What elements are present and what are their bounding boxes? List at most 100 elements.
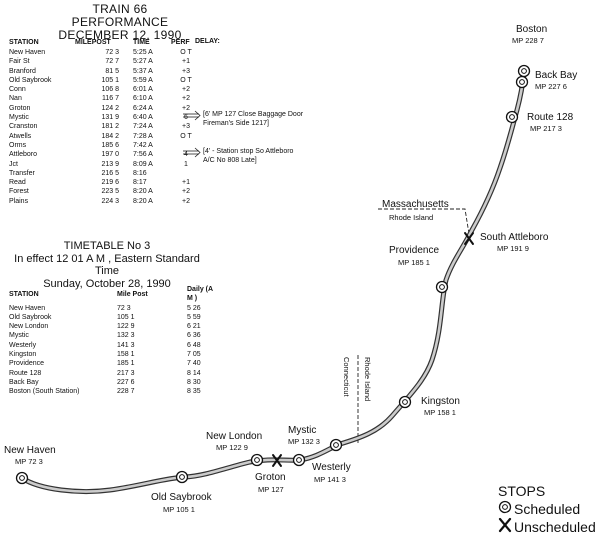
legend-unscheduled-icon (498, 517, 512, 533)
performance-cell-perf: O T (180, 49, 192, 56)
rail-line (19, 69, 527, 494)
label-new-haven: New Haven (4, 445, 56, 456)
performance-cell-mp: 219 6 (101, 179, 119, 187)
delay-note-mystic-line1: [6' MP 127 Close Baggage Door (203, 111, 304, 118)
timetable-header-row: STATION Mile Post Daily (A M ) (9, 285, 217, 304)
performance-cell-perf: +1 (182, 58, 190, 66)
timetable-row: Route 128 217 3 8 14 (9, 369, 217, 378)
timetable-cell-mp: 72 3 (117, 304, 131, 312)
timetable-row: Old Saybrook 105 1 5 59 (9, 313, 217, 322)
performance-header-row: STATION MILEPOST TIME PERF (9, 38, 201, 48)
performance-cell-station: Branford (9, 67, 36, 75)
timetable-cell-station: New Haven (9, 304, 46, 312)
header-delay: DELAY: (195, 38, 220, 45)
performance-cell-perf: O T (180, 76, 192, 84)
timetable-title-line1: TIMETABLE No 3 (63, 240, 151, 252)
performance-cell-perf: O T (180, 132, 192, 140)
performance-cell-mp: 106 8 (101, 86, 119, 94)
performance-cell-time: 6:10 A (133, 95, 153, 103)
timetable-cell-daily: 6 48 (187, 341, 201, 349)
performance-row: Nan 116 7 6:10 A +2 (9, 94, 201, 103)
performance-row: Forest 223 5 8:20 A +2 (9, 187, 201, 196)
tt-header-daily: Daily (A M ) (187, 286, 213, 303)
mp-new-london: MP 122 9 (216, 443, 248, 452)
performance-cell-station: Atwells (9, 132, 32, 140)
label-south-attleboro: South Attleboro (480, 232, 549, 243)
performance-cell-perf: +3 (182, 123, 190, 131)
performance-cell-mp: 213 9 (101, 160, 119, 168)
performance-cell-station: Forest (9, 188, 29, 196)
performance-cell-time: 7:42 A (133, 141, 153, 149)
performance-cell-mp: 124 2 (101, 104, 119, 112)
timetable-cell-daily: 7 40 (187, 360, 201, 368)
mp-kingston: MP 158 1 (424, 408, 456, 417)
performance-cell-mp: 105 1 (101, 76, 119, 84)
performance-cell-station: Groton (9, 104, 31, 112)
timetable-row: Kingston 158 1 7 05 (9, 350, 217, 359)
header-time: TIME (133, 39, 150, 47)
performance-cell-time: 8:17 (133, 179, 147, 187)
mp-old-saybrook: MP 105 1 (163, 505, 195, 514)
stop-boston (517, 64, 531, 78)
border-label-rhode-island: Rhode Island (389, 213, 434, 222)
stop-new-haven (15, 471, 29, 485)
timetable-cell-mp: 122 9 (117, 323, 135, 331)
border-label-connecticut: Connecticut (342, 357, 351, 397)
legend-title: STOPS (498, 483, 546, 499)
timetable-cell-mp: 141 3 (117, 341, 135, 349)
performance-cell-station: Cranston (9, 123, 38, 131)
legend-unscheduled-label: Unscheduled (514, 519, 596, 535)
label-groton: Groton (255, 472, 286, 483)
performance-cell-station: Transfer (9, 169, 35, 177)
performance-row: Transfer 216 5 8:16 (9, 169, 201, 178)
stop-westerly (329, 438, 343, 452)
timetable-cell-daily: 8 35 (187, 388, 201, 396)
header-milepost: MILEPOST (75, 39, 111, 47)
performance-row: Atwells 184 2 7:28 A O T (9, 132, 201, 141)
performance-row: Cranston 181 2 7:24 A +3 (9, 122, 201, 131)
timetable-cell-daily: 6 21 (187, 323, 201, 331)
delay-note-mystic: [6' MP 127 Close Baggage Door Fireman's … (203, 111, 303, 128)
performance-cell-mp: 72 3 (105, 49, 119, 56)
performance-row: Attleboro 197 0 7:56 A 4 (9, 150, 201, 159)
label-mystic: Mystic (288, 425, 317, 436)
legend-unscheduled: Unscheduled (498, 518, 596, 536)
label-providence: Providence (389, 245, 440, 256)
performance-cell-time: 7:56 A (133, 151, 153, 159)
timetable-cell-station: Providence (9, 360, 45, 368)
performance-cell-perf: 4 (184, 151, 188, 159)
timetable-cell-daily: 5 59 (187, 313, 201, 321)
performance-cell-station: Conn (9, 86, 26, 94)
performance-title-line1: TRAIN 66 PERFORMANCE (71, 2, 169, 29)
performance-rows: New Haven 72 3 5:25 A O T Fair St 72 7 5:27 A +… (9, 48, 201, 206)
mp-westerly: MP 141 3 (314, 475, 346, 484)
performance-row: Plains 224 3 8:20 A +2 (9, 197, 201, 206)
performance-cell-mp: 224 3 (101, 197, 119, 205)
performance-cell-perf: +3 (182, 67, 190, 75)
timetable-cell-station: Westerly (9, 341, 37, 349)
performance-cell-perf: +1 (182, 179, 190, 187)
delay-note-mystic-line2: Fireman's Side 1217] (203, 119, 269, 127)
timetable-row: Westerly 141 3 6 48 (9, 341, 217, 350)
performance-cell-mp: 181 2 (101, 123, 119, 131)
performance-cell-mp: 131 9 (101, 114, 119, 122)
timetable-row: Mystic 132 3 6 36 (9, 331, 217, 340)
mp-new-haven: MP 72 3 (15, 457, 43, 466)
mp-boston: MP 228 7 (512, 36, 544, 45)
mp-route-128: MP 217 3 (530, 124, 562, 133)
timetable-table: STATION Mile Post Daily (A M ) New Haven… (9, 285, 217, 397)
timetable-cell-daily: 7 05 (187, 351, 201, 359)
border-label-rhode-island-side: Rhode Island (363, 357, 372, 402)
performance-cell-time: 5:37 A (133, 67, 153, 75)
timetable-cell-station: Mystic (9, 332, 29, 340)
legend-scheduled-label: Scheduled (514, 501, 581, 517)
performance-title-line2: DECEMBER 12, 1990 (58, 28, 182, 42)
performance-cell-mp: 81 5 (105, 67, 119, 75)
stop-new-london (250, 453, 264, 467)
stop-mystic (292, 453, 306, 467)
timetable-row: Boston (South Station) 228 7 8 35 (9, 387, 217, 396)
label-back-bay: Back Bay (535, 70, 578, 81)
timetable-row: Back Bay 227 6 8 30 (9, 378, 217, 387)
timetable-cell-mp: 227 6 (117, 378, 135, 386)
